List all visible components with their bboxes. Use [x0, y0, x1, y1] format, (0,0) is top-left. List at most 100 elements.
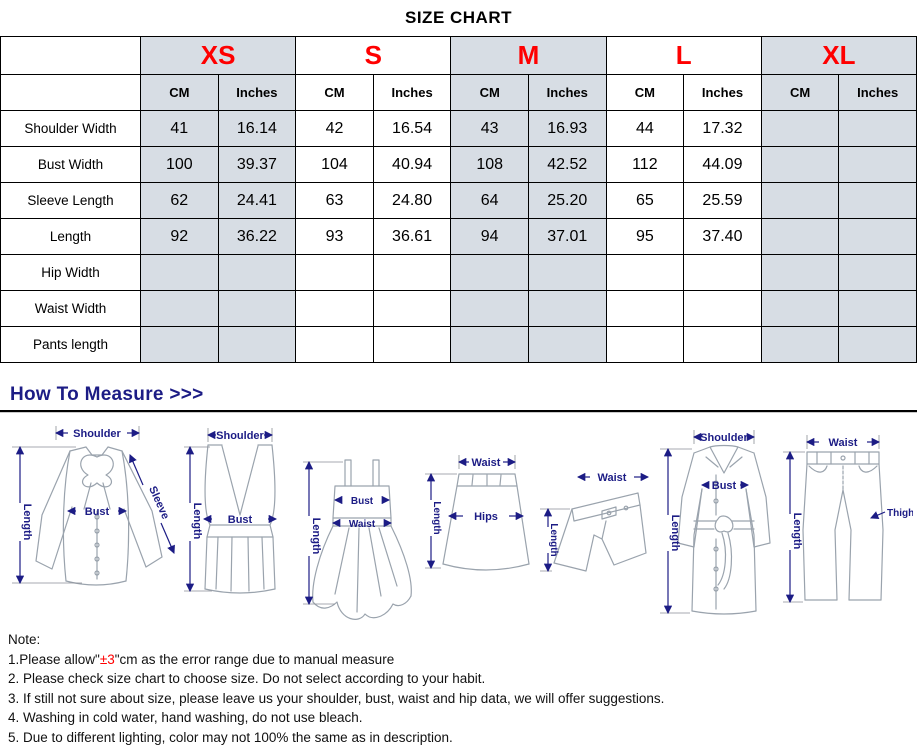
table-row: Bust Width 100 39.37 104 40.94 108 42.52 112 44.…: [0, 146, 917, 183]
unit-header-xl-cm: CM: [760, 74, 840, 111]
unit-header-l-cm: CM: [605, 74, 685, 111]
table-cell: [295, 326, 374, 363]
table-cell: 24.80: [372, 182, 452, 219]
table-cell: [450, 290, 529, 327]
blouse-bust-label: Bust: [85, 506, 110, 518]
table-cell: [683, 326, 762, 363]
table-cell: 37.01: [527, 218, 607, 255]
table-cell: [760, 326, 840, 363]
vest-bust-label: Bust: [227, 514, 252, 526]
table-cell: 36.61: [372, 218, 452, 255]
coat-shoulder-label: Shoulder: [700, 432, 748, 444]
table-cell: 24.41: [217, 182, 297, 219]
table-cell: 64: [450, 182, 529, 219]
divider-rule: [0, 410, 917, 413]
coat-bust-label: Bust: [711, 480, 736, 492]
pants-waist-label: Waist: [829, 437, 858, 449]
row-label: Waist Width: [0, 290, 141, 327]
table-cell: [760, 290, 840, 327]
table-cell: [295, 254, 374, 291]
shorts-length-label: Length: [548, 523, 559, 556]
size-header-l: L: [605, 36, 762, 75]
skirt-hips-label: Hips: [474, 511, 498, 523]
pants-length-label: Length: [791, 513, 803, 550]
unit-header-s-inches: Inches: [372, 74, 452, 111]
table-cell: 43: [450, 110, 529, 147]
table-cell: 44: [605, 110, 685, 147]
dress-length-label: Length: [310, 518, 322, 555]
note-line-5: 5. Due to different lighting, color may …: [8, 729, 453, 745]
table-cell: [527, 326, 607, 363]
vest-shoulder-label: Shoulder: [216, 430, 264, 442]
note-1-suffix: "cm as the error range due to manual mea…: [114, 651, 395, 667]
blouse-sketch: Shoulder Length Bust Sleeve: [12, 426, 175, 586]
size-header-xl: XL: [760, 36, 917, 75]
notes-heading: Note:: [8, 632, 41, 647]
table-cell: [372, 254, 452, 291]
skirt-sketch: Waist Hips Length: [424, 455, 530, 571]
blouse-length-label: Length: [21, 504, 33, 541]
table-cell: 112: [605, 146, 685, 183]
table-cell: 40.94: [372, 146, 452, 183]
table-row: Hip Width: [0, 254, 917, 291]
row-label: Length: [0, 218, 141, 255]
note-1-prefix: 1.Please allow": [8, 651, 100, 667]
table-cell: 65: [605, 182, 685, 219]
table-cell: [838, 110, 917, 147]
table-cell: [760, 254, 840, 291]
table-cell: [217, 290, 297, 327]
table-cell: 44.09: [683, 146, 762, 183]
table-cell: 16.54: [372, 110, 452, 147]
table-cell: [760, 146, 840, 183]
table-cell: 25.59: [683, 182, 762, 219]
unit-header-m-inches: Inches: [527, 74, 607, 111]
table-cell: [450, 254, 529, 291]
shorts-sketch: Waist Length: [540, 472, 650, 573]
size-header-row: XS S M L XL: [0, 36, 917, 75]
page-title: SIZE CHART: [405, 8, 512, 27]
table-cell: 95: [605, 218, 685, 255]
row-label: Bust Width: [0, 146, 141, 183]
dress-sketch: Bust Waist Length: [303, 459, 412, 620]
row-label: Hip Width: [0, 254, 141, 291]
table-cell: [838, 290, 917, 327]
size-header-s: S: [295, 36, 452, 75]
table-cell: 39.37: [217, 146, 297, 183]
pants-thigh-label: Thigh: [887, 508, 913, 519]
table-row: Shoulder Width 41 16.14 42 16.54 43 16.93 44 17.…: [0, 110, 917, 147]
table-cell: [372, 326, 452, 363]
note-line-2: 2. Please check size chart to choose siz…: [8, 671, 486, 686]
unit-header-s-cm: CM: [295, 74, 374, 111]
table-cell: [838, 254, 917, 291]
skirt-waist-label: Waist: [471, 457, 500, 469]
table-cell: [838, 146, 917, 183]
dress-bust-label: Bust: [351, 496, 374, 507]
table-cell: [527, 290, 607, 327]
table-cell: [217, 254, 297, 291]
coat-length-label: Length: [669, 515, 681, 552]
table-cell: [838, 182, 917, 219]
table-cell: [838, 218, 917, 255]
table-cell: [217, 326, 297, 363]
table-cell: [605, 326, 685, 363]
table-cell: [450, 326, 529, 363]
table-cell: [605, 290, 685, 327]
note-line-4: 4. Washing in cold water, hand washing, …: [8, 710, 363, 725]
note-line-1: 1.Please allow"±3"cm as the error range …: [8, 650, 917, 670]
unit-header-xl-inches: Inches: [838, 74, 917, 111]
table-cell: 36.22: [217, 218, 297, 255]
table-cell: 62: [140, 182, 219, 219]
unit-header-xs-inches: Inches: [217, 74, 297, 111]
size-header-m: M: [450, 36, 607, 75]
size-chart-table: XS S M L XL CM Inches CM Inches CM Inches CM In…: [0, 36, 917, 363]
measure-diagrams: Shoulder Length Bust Sleeve Shoulder Len…: [0, 423, 917, 625]
note-line-3: 3. If still not sure about size, please …: [8, 690, 665, 706]
table-cell: [527, 254, 607, 291]
table-cell: 25.20: [527, 182, 607, 219]
table-cell: [760, 110, 840, 147]
size-header-xs: XS: [139, 36, 297, 75]
table-row: Waist Width: [0, 290, 917, 327]
table-cell: 42.52: [527, 146, 607, 183]
blouse-sleeve-label: Sleeve: [146, 484, 171, 521]
table-cell: 17.32: [683, 110, 762, 147]
